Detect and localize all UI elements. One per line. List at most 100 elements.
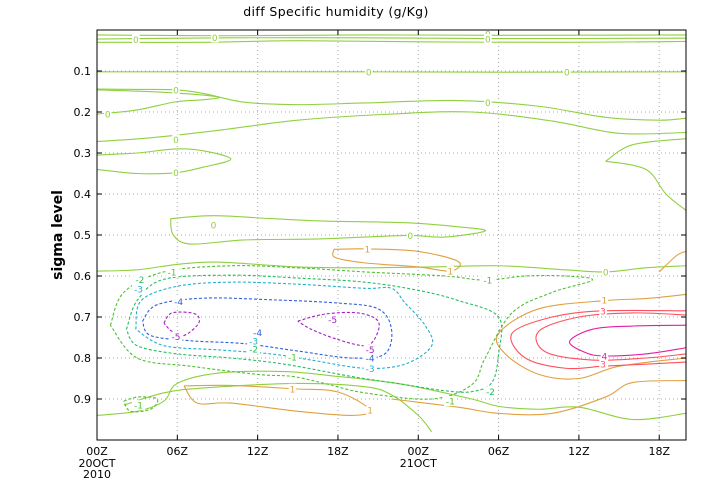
contour-label: -1: [446, 398, 455, 408]
contour-line-level-1: [495, 293, 687, 380]
contour-label-bg: [131, 284, 145, 295]
contour-label: -2: [486, 388, 495, 398]
contour-label: 0: [173, 86, 179, 96]
contour-label-bg: [209, 220, 218, 231]
contour-label-bg: [247, 343, 261, 354]
x-date-label: 2010: [83, 468, 111, 481]
contour-line-level-0: [605, 160, 687, 211]
contour-label: 0: [133, 36, 139, 46]
contour-label: -2: [249, 345, 258, 355]
contour-line-level-neg3: [135, 281, 434, 369]
contour-label: 3: [600, 307, 606, 317]
contour-label: 4: [601, 352, 607, 362]
contour-label-bg: [169, 331, 183, 342]
contour-line-level-neg1: [109, 265, 593, 400]
contour-line-level-neg5: [163, 311, 201, 337]
contour-label: 0: [105, 111, 111, 121]
x-tick-label: 06Z: [488, 445, 510, 458]
y-tick-label: 0.1: [74, 65, 92, 78]
grid-lines: [97, 30, 686, 440]
contour-label: 1: [365, 245, 371, 255]
contour-label: 0: [173, 169, 179, 179]
contour-label-bg: [172, 167, 180, 178]
contour-label-bg: [484, 386, 498, 397]
contour-label: -3: [134, 286, 143, 296]
contour-label: -3: [249, 337, 258, 347]
x-tick-label: 18Z: [327, 445, 349, 458]
contour-line-level-3: [510, 309, 687, 370]
contour-line-level-4: [568, 324, 687, 357]
contour-label-bg: [563, 67, 571, 78]
contour-label-bg: [247, 335, 261, 346]
contour-label-bg: [172, 84, 180, 95]
contour-label: -1: [134, 402, 143, 412]
x-tick-label: 18Z: [648, 445, 670, 458]
contour-line-level-3: [535, 312, 687, 361]
contour-lines: [96, 34, 687, 433]
contour-label-bg: [211, 32, 219, 43]
contour-label-bg: [285, 352, 299, 363]
contour-line-level-neg5: [297, 311, 380, 347]
contour-label-bg: [363, 344, 377, 355]
contour-label-bg: [446, 266, 455, 277]
contour-line-level-0: [96, 148, 232, 175]
contour-label-bg: [363, 363, 377, 374]
contour-label-bg: [484, 97, 492, 108]
y-tick-label: 0.6: [74, 270, 92, 283]
contour-label-bg: [364, 67, 373, 78]
contour-label: 0: [366, 69, 372, 79]
x-tick-label: 00Z: [86, 445, 108, 458]
contour-label-bg: [443, 396, 457, 407]
contour-label: -4: [253, 329, 262, 339]
contour-labels: 000000000000000111111334-1-1-1-1-1-2-2-2…: [103, 29, 610, 417]
contour-label: -1: [483, 277, 492, 287]
contour-label: 0: [485, 36, 491, 46]
contour-label: -3: [366, 365, 375, 375]
contour-label: 0: [603, 268, 609, 278]
contour-label: -5: [366, 346, 375, 356]
contour-label-bg: [484, 34, 492, 45]
x-tick-label: 12Z: [247, 445, 269, 458]
contour-label-bg: [133, 274, 147, 285]
contour-label: 0: [211, 222, 217, 232]
contour-label: 0: [173, 136, 179, 146]
contour-line-level-0: [96, 34, 687, 37]
y-tick-label: 0.5: [74, 229, 92, 242]
x-tick-label: 12Z: [568, 445, 590, 458]
contour-label-bg: [103, 109, 112, 120]
x-date-label: 21OCT: [400, 457, 437, 470]
contour-line-level-0: [170, 215, 486, 245]
contour-label-bg: [363, 243, 372, 254]
contour-line-level-0: [96, 40, 687, 43]
contour-label: -1: [288, 354, 297, 364]
contour-line-level-1: [183, 384, 371, 416]
contour-line-level-1: [658, 250, 687, 273]
contour-label: 1: [367, 407, 373, 417]
contour-label-bg: [165, 266, 179, 277]
contour-label: -5: [171, 333, 180, 343]
contour-label: 0: [485, 99, 491, 109]
contour-label-bg: [132, 34, 140, 45]
contour-line-level-neg2: [125, 274, 503, 393]
contour-line-level-neg4: [141, 297, 393, 359]
y-tick-label: 0.9: [74, 393, 92, 406]
contour-label-bg: [251, 327, 265, 338]
contour-line-level-0: [96, 37, 687, 40]
x-date-label: 20OCT: [78, 457, 115, 470]
contour-label-bg: [172, 134, 180, 145]
y-tick-label: 0.4: [74, 188, 92, 201]
y-axis-label: sigma level: [50, 190, 66, 280]
y-axis-ticks: 0.1 0.2 0.3 0.4 0.5 0.6 0.7 0.8 0.9: [74, 65, 686, 406]
contour-label: 0: [407, 232, 413, 242]
y-tick-label: 0.7: [74, 311, 92, 324]
contour-line-level-1: [391, 380, 687, 416]
contour-label: 1: [290, 385, 296, 395]
contour-line-level-0: [96, 89, 220, 115]
contour-label: -1: [167, 268, 176, 278]
contour-label-bg: [601, 266, 610, 277]
contour-label-bg: [481, 275, 495, 286]
contour-label: -4: [366, 355, 375, 365]
contour-label: 0: [212, 34, 218, 44]
contour-label-bg: [366, 405, 374, 416]
